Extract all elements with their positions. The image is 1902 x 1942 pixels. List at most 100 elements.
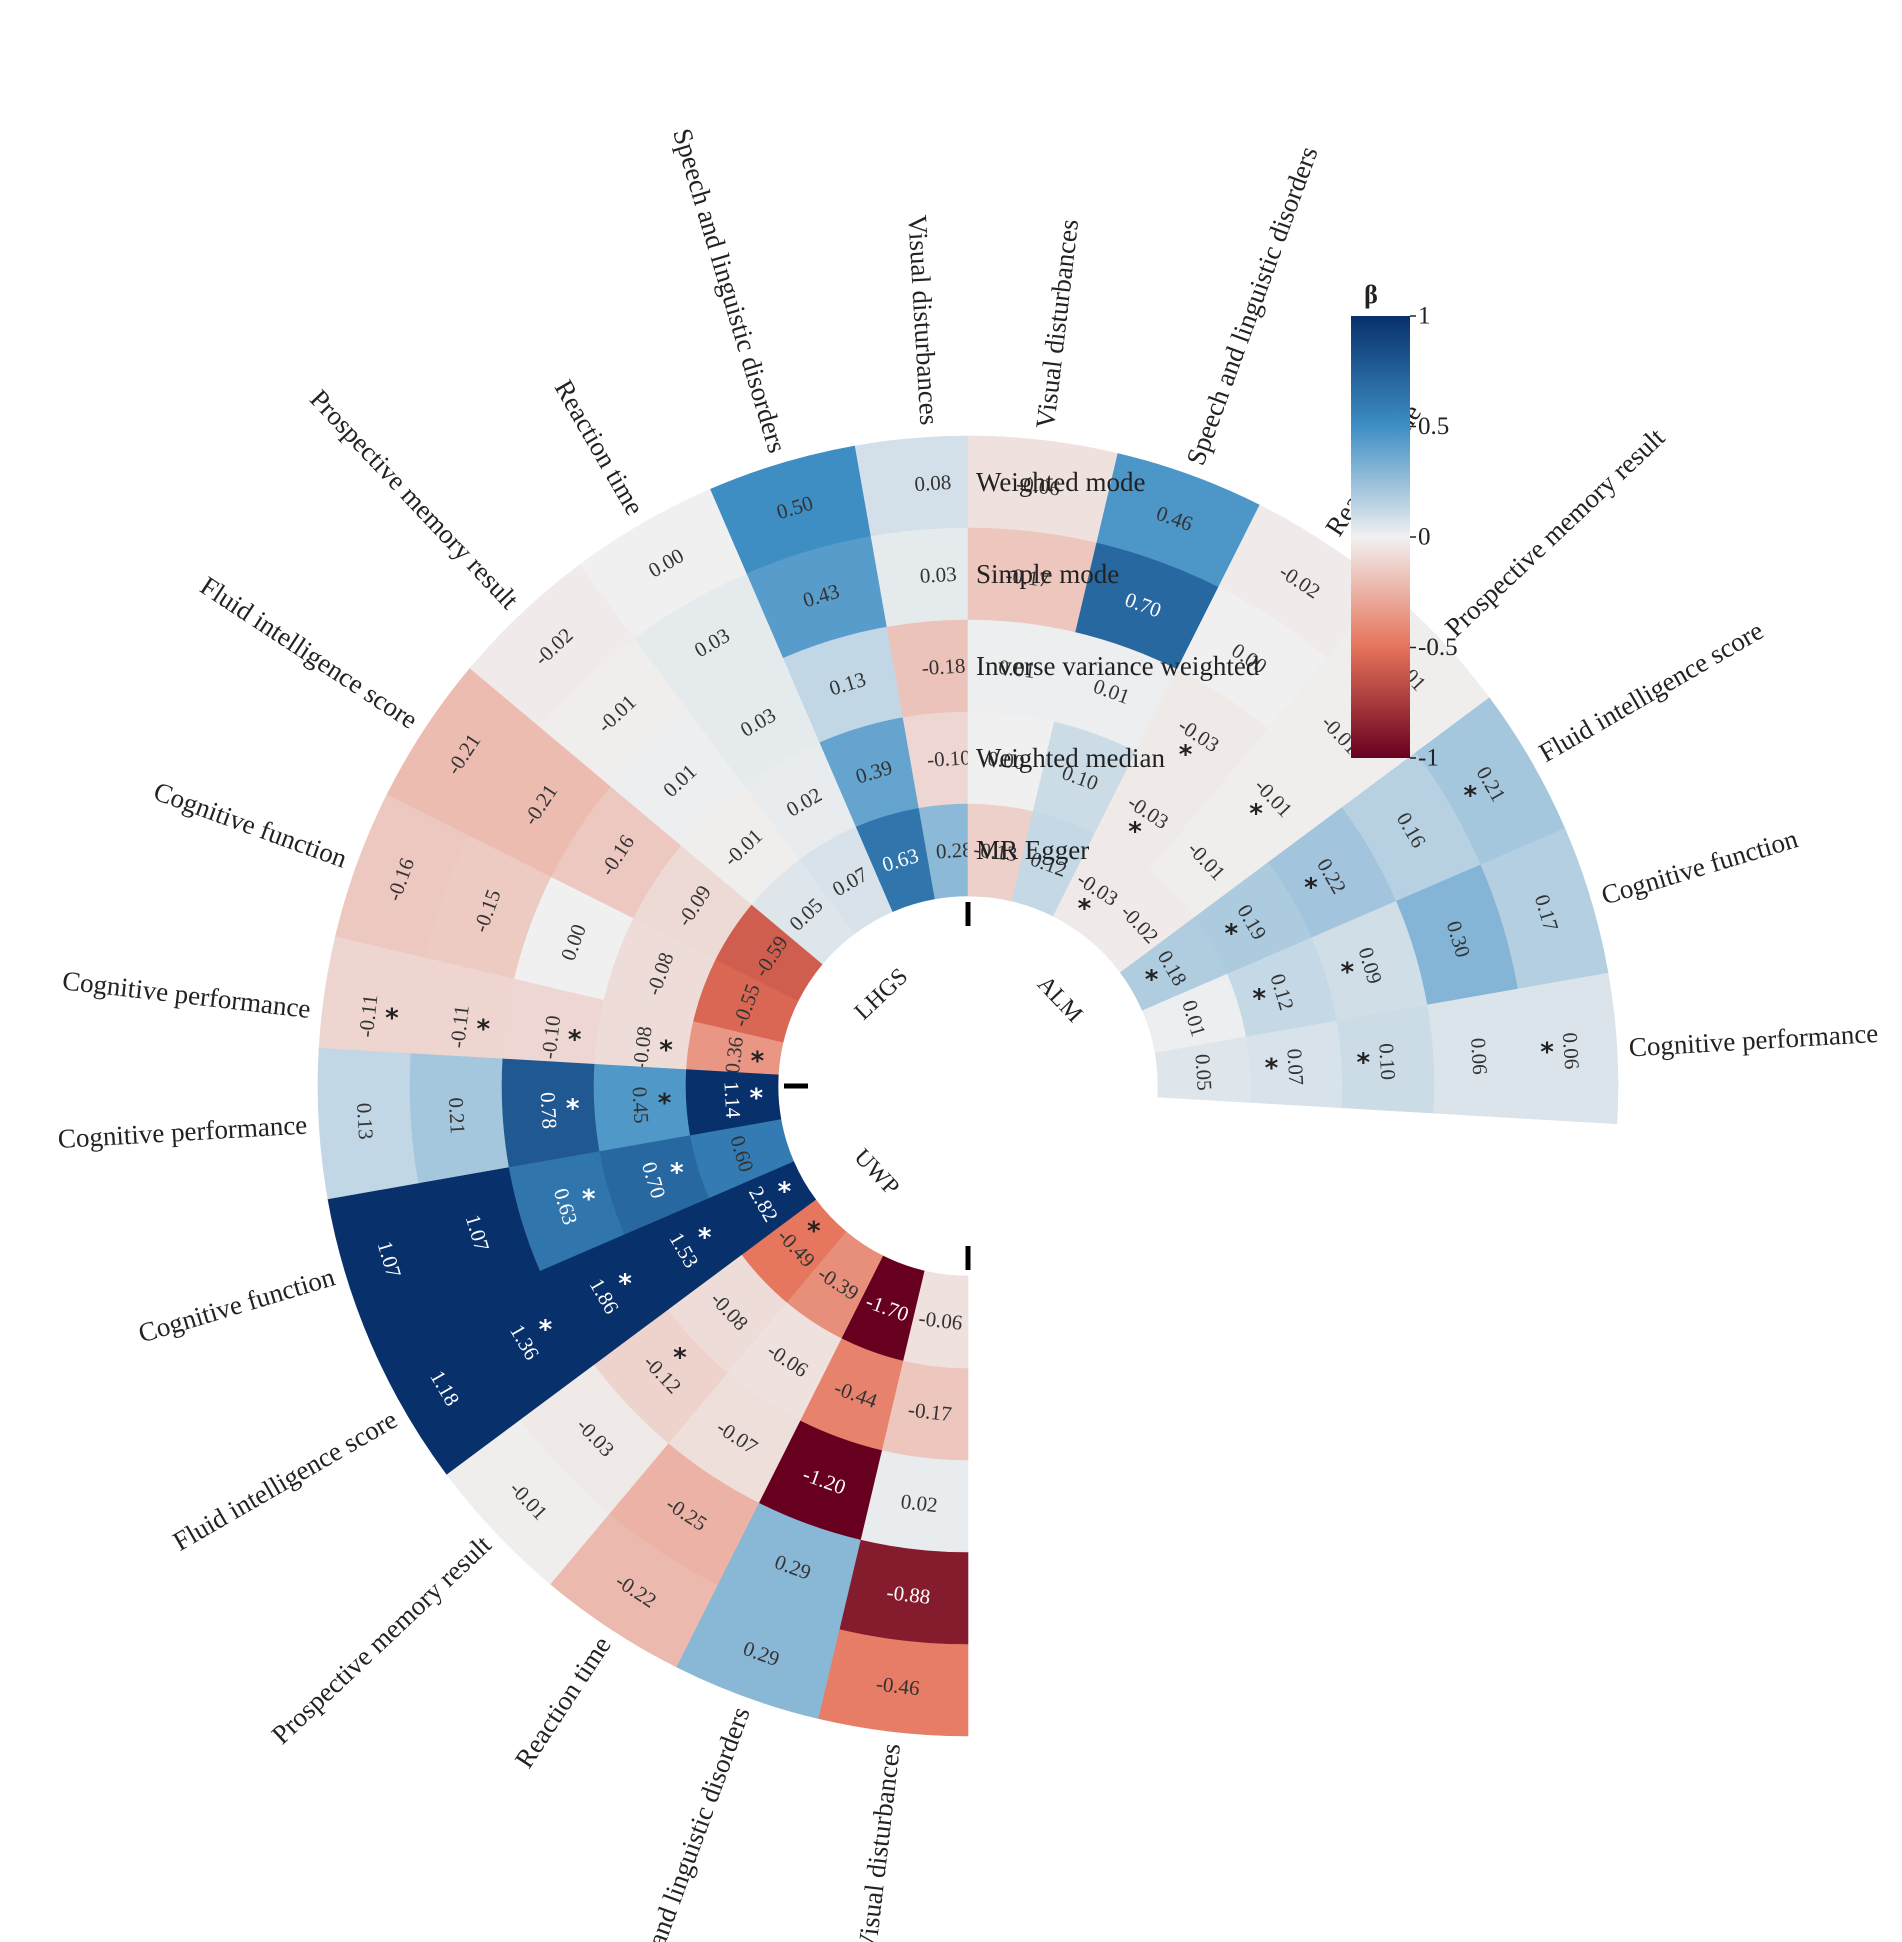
cell-value-label: -0.10 <box>536 1014 565 1060</box>
significance-star: * <box>582 1185 596 1215</box>
cell-value-label: 0.13 <box>352 1102 378 1140</box>
significance-star: * <box>1304 873 1318 903</box>
group-labels: LHGS UWP ALM <box>849 963 1088 1200</box>
significance-star: * <box>670 1158 684 1188</box>
significance-star: * <box>751 1046 765 1076</box>
colorbar-tick-label: 0 <box>1418 524 1431 551</box>
cell-value-label: -0.13 <box>972 837 1018 866</box>
cell-value-label: -0.11 <box>354 993 383 1038</box>
method-label-simple-mode: Simple mode <box>976 559 1119 589</box>
significance-star: * <box>539 1315 553 1345</box>
cell-value-label: 0.28 <box>935 837 973 863</box>
significance-star: * <box>1145 965 1159 995</box>
significance-star: * <box>1128 817 1142 847</box>
significance-star: * <box>1249 799 1263 829</box>
group-separators <box>784 902 971 1270</box>
method-label-mr-egger: MR Egger <box>976 835 1089 865</box>
outcome-label-visual-disturbances: Visual disturbances <box>852 1742 906 1942</box>
heatmap-cell <box>685 1069 782 1136</box>
cell-value-label: -0.88 <box>885 1580 931 1609</box>
cell-value-label: -0.06 <box>1015 472 1061 501</box>
outcome-label-prospective-memory-result: Prospective memory result <box>266 1529 497 1750</box>
outcome-label-visual-disturbances: Visual disturbances <box>902 214 944 426</box>
cell-value-label: -0.10 <box>926 745 971 772</box>
method-label-weighted-median: Weighted median <box>976 743 1166 773</box>
significance-star: * <box>1463 781 1477 811</box>
cell-value-label: -0.46 <box>875 1671 921 1700</box>
outcome-label-cognitive-performance: Cognitive performance <box>61 965 312 1024</box>
outcome-label-cognitive-function: Cognitive function <box>1598 823 1802 910</box>
outcome-label-prospective-memory-result: Prospective memory result <box>304 384 525 615</box>
cell-value-label: 0.07 <box>1282 1048 1308 1086</box>
cell-value-label: 0.03 <box>919 562 957 588</box>
outcome-label-cognitive-function: Cognitive function <box>135 1261 339 1348</box>
cell-value-label: 0.02 <box>900 1489 939 1517</box>
method-label-weighted-mode: Weighted mode <box>976 467 1146 497</box>
method-label-inverse-variance-weighted: Inverse variance weighted <box>976 651 1260 681</box>
group-label-lhgs: LHGS <box>850 963 913 1025</box>
cell-value-label: 0.06 <box>1466 1037 1492 1075</box>
significance-star: * <box>1341 957 1355 987</box>
outcome-label-reaction-time: Reaction time <box>549 375 650 521</box>
cell-value-label: 0.06 <box>1558 1032 1584 1070</box>
significance-star: * <box>673 1343 687 1373</box>
significance-star: * <box>385 1004 399 1034</box>
cell-value-label: -0.17 <box>1004 563 1050 592</box>
cell-value-label: 0.08 <box>914 470 952 496</box>
outcome-label-fluid-intelligence-score: Fluid intelligence score <box>1534 615 1768 768</box>
heatmap-cells: -0.11 * -0.11 * -0.10 * -0.08 * -0.36 *-0.16-0.15… <box>317 435 1619 1737</box>
significance-star: * <box>659 1036 673 1066</box>
cell-value-label: -0.18 <box>921 653 966 680</box>
significance-star: * <box>778 1177 792 1207</box>
cell-value-label: 0.45 <box>628 1086 654 1124</box>
significance-star: * <box>750 1083 764 1113</box>
significance-star: * <box>1357 1048 1371 1078</box>
outcome-label-fluid-intelligence-score: Fluid intelligence score <box>168 1404 402 1557</box>
cell-value-label: 0.21 <box>444 1097 470 1135</box>
cell-value-label: -0.17 <box>907 1397 953 1426</box>
colorbar-tick-label: -1 <box>1418 745 1439 772</box>
significance-star: * <box>568 1025 582 1055</box>
cell-value-label: 1.14 <box>719 1081 745 1120</box>
significance-star: * <box>698 1223 712 1253</box>
method-labels: Weighted mode Simple mode Inverse variance… <box>976 467 1260 865</box>
colorbar: β 1 0.5 0 -0.5 -1 <box>1351 280 1458 772</box>
outcome-label-reaction-time: Reaction time <box>509 1631 617 1773</box>
significance-star: * <box>618 1269 632 1299</box>
colorbar-gradient <box>1351 316 1410 758</box>
outcome-label-fluid-intelligence-score: Fluid intelligence score <box>195 570 423 734</box>
outcome-label-cognitive-performance: Cognitive performance <box>1628 1018 1879 1062</box>
significance-star: * <box>1540 1037 1554 1067</box>
cell-value-label: 0.01 <box>997 655 1036 683</box>
significance-star: * <box>1265 1053 1279 1083</box>
outcome-label-cognitive-function: Cognitive function <box>150 776 352 874</box>
cell-value-label: 0.78 <box>536 1091 562 1129</box>
outcome-label-speech-and-linguistic-disorders: Speech and linguistic disorders <box>667 125 792 456</box>
colorbar-tick-label: -0.5 <box>1418 634 1458 661</box>
colorbar-tick-label: 1 <box>1418 303 1431 330</box>
significance-star: * <box>1078 894 1092 924</box>
outcome-label-cognitive-performance: Cognitive performance <box>57 1110 308 1154</box>
outcome-label-prospective-memory-result: Prospective memory result <box>1439 422 1670 643</box>
outcome-label-speech-and-linguistic-disorders: Speech and linguistic disorders <box>612 1703 755 1942</box>
cell-value-label: -0.11 <box>445 1004 474 1049</box>
cell-value-label: 0.10 <box>1374 1043 1400 1081</box>
significance-star: * <box>1179 740 1193 770</box>
outcome-label-speech-and-linguistic-disorders: Speech and linguistic disorders <box>1180 142 1323 469</box>
colorbar-tick-label: 0.5 <box>1418 413 1449 440</box>
cell-value-label: 0.05 <box>1191 1053 1217 1091</box>
cell-value-label: -0.06 <box>917 1306 963 1335</box>
significance-star: * <box>1224 919 1238 949</box>
significance-star: * <box>807 1216 821 1246</box>
heatmap-cell <box>1154 1036 1251 1103</box>
cell-value-label: -0.08 <box>628 1025 657 1071</box>
significance-star: * <box>476 1014 490 1044</box>
outcome-label-visual-disturbances: Visual disturbances <box>1030 218 1084 431</box>
significance-star: * <box>1252 984 1266 1014</box>
colorbar-ticks: 1 0.5 0 -0.5 -1 <box>1410 303 1458 772</box>
significance-star: * <box>658 1089 672 1119</box>
group-label-alm: ALM <box>1032 971 1088 1028</box>
cell-value-label: 0.00 <box>986 746 1025 774</box>
group-label-uwp: UWP <box>849 1144 905 1201</box>
